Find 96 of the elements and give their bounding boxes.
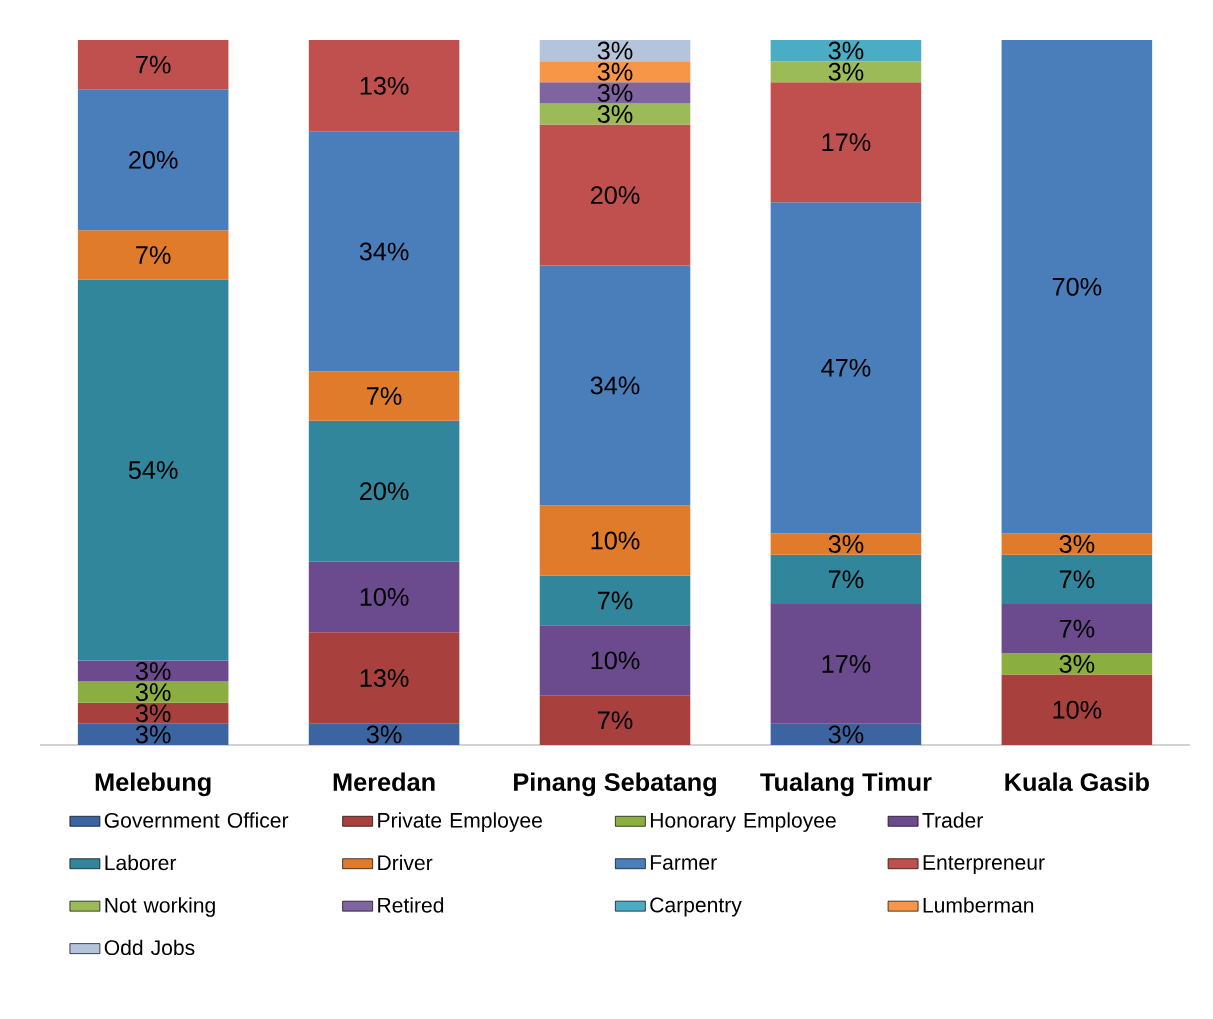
data-label: 7%	[367, 387, 402, 405]
legend-label: Odd Jobs	[104, 939, 195, 956]
data-label: 54%	[128, 461, 178, 479]
bar	[539, 82, 691, 104]
data-label: 3%	[135, 725, 171, 744]
bar	[77, 723, 229, 745]
bar	[770, 554, 922, 604]
data-label: 10%	[1053, 700, 1102, 719]
data-label: 20%	[129, 150, 178, 169]
bar	[539, 695, 691, 745]
legend-label: Honorary Employee	[650, 812, 836, 832]
data-label: 20%	[590, 186, 640, 205]
data-label: 34%	[590, 376, 640, 395]
x-tick-label: Melebung	[95, 772, 211, 797]
bar	[539, 575, 691, 626]
bar	[1001, 674, 1153, 745]
legend-label: Laborer	[105, 854, 177, 871]
bar	[770, 202, 922, 534]
data-label: 7%	[1059, 619, 1095, 638]
data-label: 3%	[366, 725, 402, 744]
bar	[539, 265, 691, 506]
bar	[539, 625, 691, 696]
bar	[1001, 533, 1153, 555]
bar	[1001, 653, 1153, 675]
bar	[539, 61, 691, 83]
bar	[539, 505, 691, 576]
data-label: 7%	[598, 711, 633, 730]
data-label: 20%	[360, 482, 409, 501]
bar	[308, 39, 460, 132]
bar	[770, 604, 922, 724]
bar	[1001, 39, 1153, 534]
bar	[308, 723, 460, 745]
x-tick-label: Pinang Sebatang	[514, 772, 716, 797]
bar	[77, 681, 229, 703]
bar	[77, 660, 229, 682]
data-label: 3%	[135, 683, 171, 702]
bar	[1001, 554, 1153, 604]
bar	[77, 279, 229, 661]
data-label: 7%	[136, 246, 171, 264]
legend-label: Carpentry	[650, 897, 742, 917]
data-label: 3%	[597, 83, 633, 102]
bar	[308, 131, 460, 372]
data-label: 7%	[828, 570, 864, 589]
bar	[770, 533, 922, 555]
bar	[770, 82, 922, 203]
data-label: 3%	[828, 62, 864, 81]
bar	[770, 61, 922, 83]
data-label: 3%	[828, 725, 864, 744]
data-label: 10%	[360, 587, 409, 606]
data-label: 3%	[597, 62, 633, 81]
x-tick-label: Kuala Gasib	[1005, 772, 1149, 792]
legend-label: Private Employee	[378, 812, 542, 832]
bar	[77, 39, 229, 90]
bar	[308, 371, 460, 421]
bar	[539, 124, 691, 266]
legend-label: Government Officer	[104, 812, 289, 828]
legend-label: Trader	[922, 812, 983, 828]
data-label: 3%	[1059, 654, 1095, 673]
data-label: 3%	[597, 41, 633, 60]
data-label: 17%	[822, 133, 871, 152]
data-label: 3%	[597, 105, 633, 123]
data-label: 7%	[136, 55, 171, 74]
bar	[1001, 604, 1153, 654]
legend-label: Enterpreneur	[923, 855, 1045, 875]
legend-label: Driver	[378, 854, 433, 871]
bar	[539, 103, 691, 125]
data-label: 70%	[1052, 277, 1102, 296]
data-label: 34%	[359, 242, 409, 261]
data-label: 17%	[822, 655, 871, 673]
data-label: 3%	[828, 535, 864, 554]
bar	[308, 632, 460, 724]
data-label: 3%	[828, 41, 864, 60]
data-label: 3%	[1059, 535, 1095, 554]
data-label: 13%	[360, 669, 409, 687]
data-label: 3%	[135, 704, 171, 723]
bar	[77, 702, 229, 724]
bar	[308, 420, 460, 562]
legend-label: Lumberman	[923, 897, 1034, 913]
legend-label: Retired	[378, 897, 444, 913]
bar	[539, 39, 691, 62]
legend-label: Farmer	[650, 855, 717, 870]
data-label: 7%	[1059, 570, 1095, 589]
x-tick-label: Tualang Timur	[760, 772, 932, 797]
legend-label: Not working	[105, 897, 215, 917]
bar	[770, 39, 922, 62]
x-tick-label: Meredan	[333, 772, 435, 792]
data-label: 47%	[821, 358, 871, 377]
data-label: 7%	[598, 591, 633, 610]
bar	[770, 723, 922, 745]
bar	[77, 230, 229, 280]
bar	[308, 561, 460, 633]
bar	[77, 89, 229, 231]
data-label: 10%	[591, 531, 640, 550]
data-label: 10%	[591, 651, 640, 670]
data-label: 13%	[360, 76, 409, 95]
data-label: 3%	[135, 662, 171, 680]
